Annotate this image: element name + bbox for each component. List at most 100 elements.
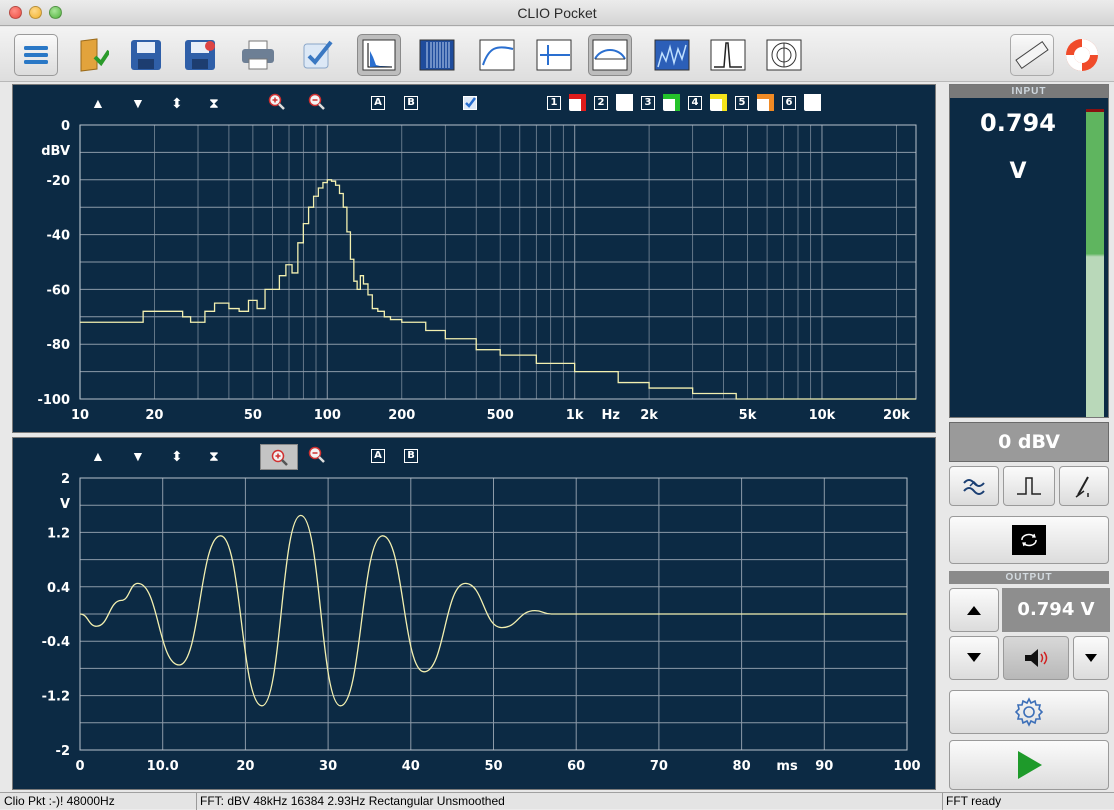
marker-a-button[interactable]: A bbox=[371, 96, 385, 110]
zoom-in-button[interactable] bbox=[268, 93, 286, 113]
loop-icon bbox=[1012, 525, 1046, 555]
overlay-slot-1-color[interactable] bbox=[569, 94, 586, 111]
fft-chart: 0 -20 -40 -60 -80 -100 dBV 10 20 50 100 200 500 1k 2k 5… bbox=[37, 119, 917, 423]
y-tick-label: -60 bbox=[47, 283, 71, 298]
overlay-slot-2-button[interactable]: 2 bbox=[594, 96, 608, 110]
overlay-slot-6-button[interactable]: 6 bbox=[782, 96, 796, 110]
y-tick-label: 0 bbox=[61, 119, 70, 134]
y-tick-label: 1.2 bbox=[47, 526, 70, 541]
overlay-color-mark bbox=[816, 94, 821, 111]
y-axis-unit: dBV bbox=[41, 144, 70, 159]
open-file-button[interactable] bbox=[70, 34, 114, 76]
time-graph-panel: ▲ ▼ ⬍ ⧗ A B 2 1.2 0.4 -0.4 -1.2 -2 V 0 10.0 20 30 4… bbox=[12, 437, 936, 790]
sinusoidal-mode-button[interactable] bbox=[415, 34, 459, 76]
marker-b-button[interactable]: B bbox=[404, 96, 418, 110]
overlay-color-mark bbox=[675, 94, 680, 111]
zoom-in-icon bbox=[268, 93, 285, 110]
x-tick-label: 70 bbox=[650, 759, 668, 774]
output-level-up-button[interactable] bbox=[949, 588, 999, 632]
overlay-slot-5-color[interactable] bbox=[757, 94, 774, 111]
y-tick-label: -2 bbox=[56, 744, 70, 759]
input-level-meter bbox=[1086, 109, 1104, 417]
input-level-fill bbox=[1086, 109, 1104, 417]
overlay-slot-5-button[interactable]: 5 bbox=[735, 96, 749, 110]
time-marker-a-button[interactable]: A bbox=[371, 449, 385, 463]
zoom-window-button[interactable] bbox=[49, 6, 62, 19]
overlay-slot-3-color[interactable] bbox=[663, 94, 680, 111]
sweep-bars-icon bbox=[419, 39, 455, 71]
time-marker-b-button[interactable]: B bbox=[404, 449, 418, 463]
overlay-slot-3-button[interactable]: 3 bbox=[641, 96, 655, 110]
time-scale-down-button[interactable]: ▼ bbox=[131, 448, 145, 464]
ruler-icon bbox=[1015, 41, 1049, 69]
overlay-color-mark bbox=[804, 94, 821, 99]
input-coupling-button[interactable] bbox=[949, 466, 999, 506]
hamburger-icon bbox=[24, 46, 48, 64]
time-expand-range-button[interactable]: ⬍ bbox=[171, 448, 183, 464]
impulse-icon bbox=[536, 39, 572, 71]
input-voltage-value: 0.794 bbox=[980, 109, 1056, 137]
ac-coupling-icon bbox=[963, 479, 985, 495]
overlay-slot-6-color[interactable] bbox=[804, 94, 821, 111]
menu-button[interactable] bbox=[14, 34, 58, 76]
scale-up-button[interactable]: ▲ bbox=[91, 95, 105, 111]
impulse-response-button[interactable] bbox=[532, 34, 576, 76]
overlay-color-mark bbox=[710, 94, 727, 99]
expand-range-button[interactable]: ⬍ bbox=[171, 95, 183, 111]
save-button[interactable] bbox=[124, 34, 168, 76]
output-signal-menu-button[interactable] bbox=[1073, 636, 1109, 680]
x-tick-label: 2k bbox=[640, 408, 658, 423]
zoom-out-button[interactable] bbox=[308, 93, 326, 113]
overlay-slot-1-button[interactable]: 1 bbox=[547, 96, 561, 110]
compress-range-button[interactable]: ⧗ bbox=[209, 95, 219, 111]
overlay-enable-checkbox[interactable] bbox=[463, 96, 477, 110]
minimize-window-button[interactable] bbox=[29, 6, 42, 19]
time-zoom-out-button[interactable] bbox=[308, 446, 326, 466]
checkbox-checked-icon bbox=[303, 40, 333, 69]
status-state: FFT ready bbox=[946, 794, 1002, 808]
time-compress-range-button[interactable]: ⧗ bbox=[209, 448, 219, 464]
open-folder-icon bbox=[80, 38, 109, 72]
time-scale-up-button[interactable]: ▲ bbox=[91, 448, 105, 464]
y-tick-label: -1.2 bbox=[42, 690, 70, 705]
input-peak-indicator bbox=[1086, 109, 1104, 112]
output-level-down-button[interactable] bbox=[949, 636, 999, 680]
fft-graph-panel: ▲ ▼ ⬍ ⧗ A B 1 2 3 4 5 6 0 -20 -40 -60 -80 -100 dBV 1… bbox=[12, 84, 936, 433]
x-tick-label: 0 bbox=[75, 759, 84, 774]
help-button[interactable] bbox=[1060, 34, 1104, 76]
print-button[interactable] bbox=[236, 34, 280, 76]
output-voltage-value[interactable]: 0.794 V bbox=[1002, 588, 1110, 632]
overlay-slot-2-color[interactable] bbox=[616, 94, 633, 111]
status-divider bbox=[196, 793, 197, 810]
frequency-response-button[interactable] bbox=[475, 34, 519, 76]
settings-button[interactable] bbox=[949, 690, 1109, 734]
checkbox-toggle-button[interactable] bbox=[296, 34, 340, 76]
waterfall-button[interactable] bbox=[650, 34, 694, 76]
close-window-button[interactable] bbox=[9, 6, 22, 19]
spectral-peak-button[interactable] bbox=[706, 34, 750, 76]
scale-down-button[interactable]: ▼ bbox=[131, 95, 145, 111]
overlay-slot-4-color[interactable] bbox=[710, 94, 727, 111]
floppy-disk-edit-icon bbox=[185, 40, 215, 70]
save-as-button[interactable] bbox=[178, 34, 222, 76]
x-tick-label: 30 bbox=[319, 759, 337, 774]
start-measurement-button[interactable] bbox=[949, 740, 1109, 790]
ruler-button[interactable] bbox=[1010, 34, 1054, 76]
overlay-color-mark bbox=[663, 94, 680, 99]
overlay-slot-4-button[interactable]: 4 bbox=[688, 96, 702, 110]
x-tick-label: 60 bbox=[567, 759, 585, 774]
input-trigger-button[interactable] bbox=[1003, 466, 1055, 506]
loop-button[interactable] bbox=[949, 516, 1109, 564]
time-zoom-in-button[interactable] bbox=[260, 444, 298, 470]
waterfall-icon bbox=[654, 39, 690, 71]
output-mute-button[interactable] bbox=[1003, 636, 1069, 680]
input-panel: INPUT 0.794 V bbox=[949, 84, 1109, 418]
polar-mode-button[interactable] bbox=[762, 34, 806, 76]
input-probe-button[interactable] bbox=[1059, 466, 1109, 506]
input-level-dbv: 0 dBV bbox=[949, 422, 1109, 462]
x-tick-label: 500 bbox=[487, 408, 514, 423]
fft-mode-button[interactable] bbox=[357, 34, 401, 76]
oscilloscope-mode-button[interactable] bbox=[588, 34, 632, 76]
x-tick-label: 20k bbox=[883, 408, 910, 423]
